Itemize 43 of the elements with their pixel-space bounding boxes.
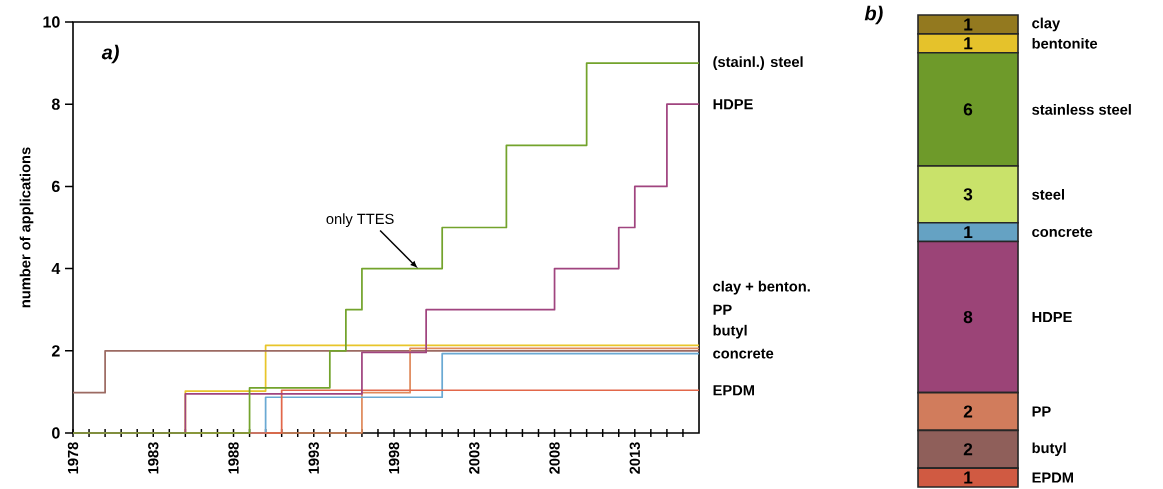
x-tick-label: 1993 [308,442,319,474]
x-tick-label: 2003 [469,442,480,474]
text: clay + benton. [713,280,810,295]
series-label: HDPE [1032,312,1072,323]
series-label: (stainl.) steel [713,56,803,70]
series-label: clay [1032,17,1061,32]
x-tick-label: 1998 [388,442,400,474]
series-label: concrete [713,348,774,359]
series-label: PP [1032,406,1051,417]
y-tick-label: 2 [51,345,60,357]
y-tick-label: 10 [43,16,60,28]
text: a) [101,44,119,64]
series-label: stainless steel [1032,104,1131,115]
series-label: bentonite [1032,37,1098,49]
y-tick-label: 6 [51,180,60,193]
chart-title: b) [864,5,883,25]
series-label: butyl [1032,442,1066,457]
x-tick-label: 2013 [629,442,641,474]
data-label: 3 [963,188,973,201]
annotation: only TTES [326,213,394,227]
series-label: EPDM [1032,472,1073,483]
y-axis-title: number of applications [19,147,34,308]
series-label: HDPE [713,99,753,110]
y-tick-label: 8 [51,98,60,110]
y-tick-label: 0 [52,427,60,439]
x-tick-label: 1988 [228,442,239,474]
data-label: 2 [963,443,973,456]
series-label: EPDM [713,385,754,396]
data-label: 1 [964,18,973,31]
x-tick-label: 1983 [148,442,159,474]
data-label: 1 [964,471,973,484]
text: PP [713,304,732,315]
data-label: 2 [963,405,973,418]
series-label: butyl [713,324,747,339]
data-label: 1 [964,37,973,50]
x-tick-label: 1978 [67,442,79,474]
data-label: 1 [964,226,973,239]
series-label: steel [1032,188,1064,200]
x-tick-label: 2008 [549,442,560,474]
data-label: 6 [963,103,973,116]
series-label: concrete [1032,227,1093,237]
y-tick-label: 4 [51,263,61,275]
data-label: 8 [963,310,973,324]
